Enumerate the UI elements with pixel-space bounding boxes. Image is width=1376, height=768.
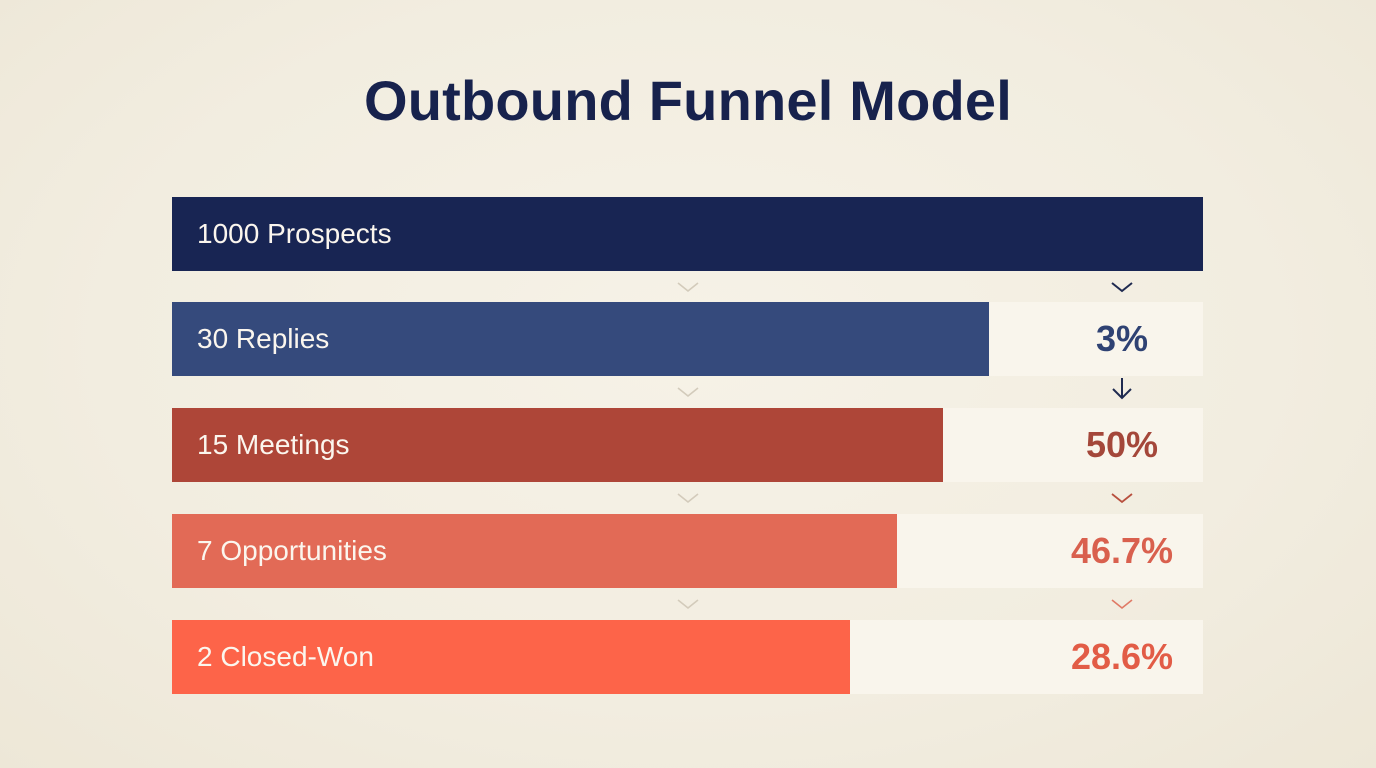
- conversion-rate: 28.6%: [1070, 636, 1174, 677]
- bar-label: 2 Closed-Won: [197, 641, 374, 672]
- bar-label: 30 Replies: [197, 323, 330, 354]
- chart-title: Outbound Funnel Model: [363, 69, 1013, 132]
- bar-label: 1000 Prospects: [197, 218, 392, 249]
- conversion-rate: 46.7%: [1070, 530, 1174, 571]
- funnel-bar-meetings: 15 Meetings: [172, 408, 943, 482]
- funnel-bar-replies: 30 Replies: [172, 302, 989, 376]
- funnel-row-meetings: 15 Meetings 50%: [172, 408, 1203, 482]
- funnel-row-replies: 30 Replies 3%: [172, 302, 1203, 376]
- funnel-bar-opportunities: 7 Opportunities: [172, 514, 897, 588]
- bar-label: 7 Opportunities: [197, 535, 387, 566]
- funnel-row-closed-won: 2 Closed-Won 28.6%: [172, 620, 1203, 694]
- conversion-rate: 3%: [1095, 318, 1149, 359]
- funnel-bar-closed-won: 2 Closed-Won: [172, 620, 850, 694]
- funnel-bar-prospects: 1000 Prospects: [172, 197, 1203, 271]
- bar-label: 15 Meetings: [197, 429, 350, 460]
- conversion-rate: 50%: [1085, 424, 1159, 465]
- funnel-row-opportunities: 7 Opportunities 46.7%: [172, 514, 1203, 588]
- funnel-row-prospects: 1000 Prospects: [172, 197, 1203, 271]
